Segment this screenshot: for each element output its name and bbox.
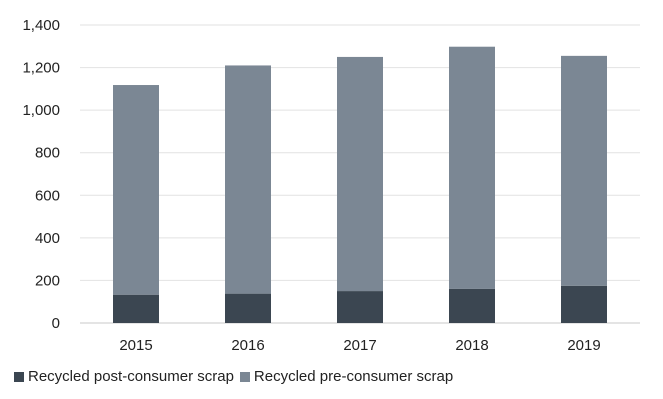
legend-swatch-pre-consumer — [239, 371, 250, 382]
y-tick-label: 600 — [35, 187, 60, 204]
y-tick-label: 400 — [35, 230, 60, 247]
legend-item-post-consumer: Recycled post-consumer scrap — [14, 368, 234, 385]
x-tick-label: 2018 — [455, 337, 488, 354]
legend-label-post-consumer: Recycled post-consumer scrap — [28, 368, 234, 385]
bar-post-consumer-2019 — [561, 285, 607, 323]
x-tick-label: 2015 — [119, 337, 152, 354]
bar-pre-consumer-2018 — [449, 46, 495, 289]
x-tick-label: 2016 — [231, 337, 264, 354]
bar-post-consumer-2018 — [449, 288, 495, 323]
x-tick-label: 2019 — [567, 337, 600, 354]
legend-swatch-post-consumer — [14, 371, 24, 382]
bar-pre-consumer-2016 — [225, 65, 271, 294]
x-axis-tick-labels: 2015 2016 2017 2018 2019 — [119, 337, 600, 354]
y-tick-label: 0 — [52, 315, 60, 332]
y-tick-label: 1,200 — [22, 60, 60, 77]
bar-post-consumer-2017 — [337, 291, 383, 323]
y-axis-tick-labels: 0 200 400 600 800 1,000 1,200 1,400 — [22, 17, 60, 332]
bar-pre-consumer-2015 — [113, 85, 159, 295]
legend-label-pre-consumer: Recycled pre-consumer scrap — [253, 368, 454, 385]
x-tick-label: 2017 — [343, 337, 376, 354]
bar-post-consumer-2015 — [113, 294, 159, 323]
legend-item-pre-consumer: Recycled pre-consumer scrap — [239, 368, 454, 385]
y-tick-label: 1,000 — [22, 102, 60, 119]
y-tick-label: 1,400 — [22, 17, 60, 34]
bar-pre-consumer-2019 — [561, 55, 607, 286]
bars — [113, 46, 607, 323]
y-tick-label: 800 — [35, 145, 60, 162]
legend: Recycled post-consumer scrap Recycled pr… — [14, 368, 459, 385]
bar-pre-consumer-2017 — [337, 56, 383, 292]
y-tick-label: 200 — [35, 272, 60, 289]
bar-post-consumer-2016 — [225, 293, 271, 323]
